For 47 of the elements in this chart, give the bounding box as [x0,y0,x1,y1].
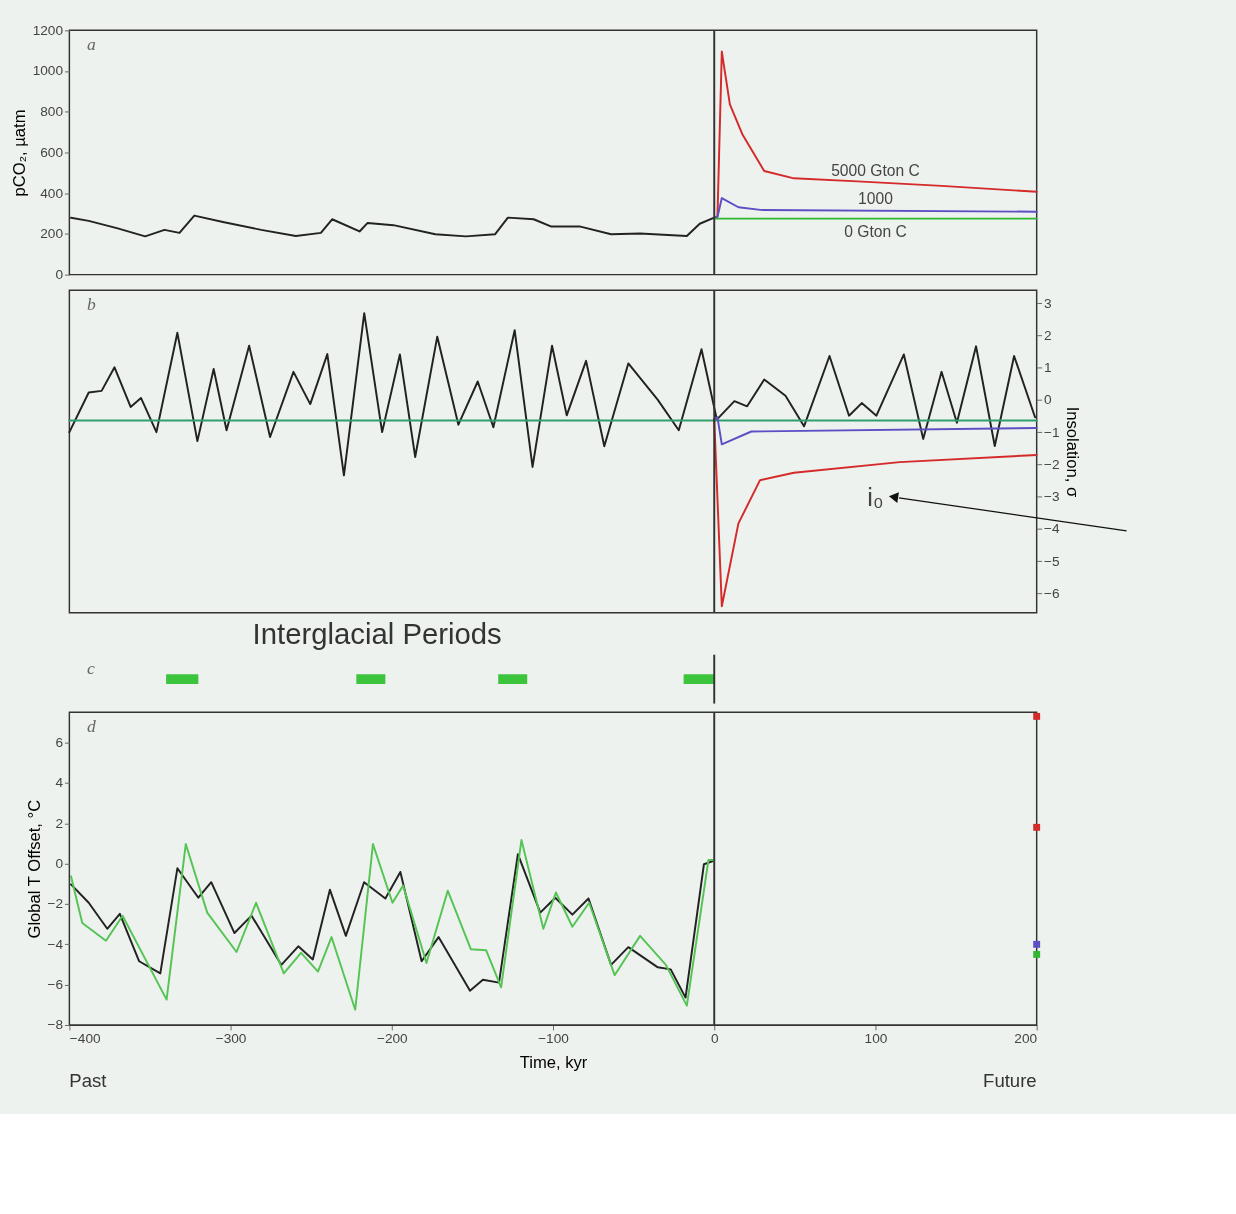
y-tick-label: 1200 [32,22,64,38]
y2-tick-label: −1 [1044,424,1060,440]
annotation: c [86,658,95,679]
x-axis-title: Time, kyr [519,1053,588,1073]
x-tick-label: 0 [710,1031,719,1047]
y2-tick-label: −6 [1044,585,1060,601]
chart-title: Interglacial Periods [252,616,502,650]
text: Future [983,1069,1037,1091]
series-label: i₀ [867,482,884,511]
y-tick-label: 1000 [32,63,64,79]
y-tick-label: 2 [55,815,64,831]
y-tick-label: 0 [55,856,64,872]
y2-tick-label: −4 [1044,521,1060,537]
y-tick-label: 6 [55,735,64,751]
x-tick-label: −200 [376,1031,409,1047]
y2-tick-label: 3 [1044,295,1052,311]
series-label: 1000 [858,189,894,207]
series-label: 5000 Gton C [831,161,920,179]
y-tick-label: 0 [55,267,64,283]
y-tick-label: 800 [40,104,64,120]
y-tick-label: 200 [40,226,64,242]
annotation: b [86,293,96,314]
y-tick-label: 400 [40,185,64,201]
y-tick-label: 4 [55,775,64,791]
y-tick-label: −2 [47,896,64,912]
y-tick-label: 600 [40,144,64,160]
annotation: d [86,715,96,736]
y2-tick-label: −3 [1044,489,1060,505]
y-axis-title: pCO₂, µatm [9,109,29,197]
x-tick-label: 200 [1014,1031,1038,1047]
y2-tick-label: −2 [1044,456,1060,472]
x-tick-label: −400 [69,1031,102,1047]
text: Past [69,1069,108,1091]
y2-axis-title: Insolation, σ [1063,406,1083,498]
y2-tick-label: 0 [1044,392,1052,408]
y-axis-title: Global T Offset, °C [24,799,44,939]
x-tick-label: −100 [538,1031,570,1047]
x-tick-label: −300 [215,1031,247,1047]
series-label: 0 Gton C [844,223,907,241]
annotation: a [86,33,96,54]
y-tick-label: −4 [47,936,64,952]
x-tick-label: 100 [864,1031,888,1047]
y-tick-label: −8 [47,1017,64,1033]
y2-tick-label: 1 [1044,360,1052,376]
y2-tick-label: 2 [1044,327,1052,343]
y2-tick-label: −5 [1044,553,1060,569]
y-tick-label: −6 [47,977,64,993]
